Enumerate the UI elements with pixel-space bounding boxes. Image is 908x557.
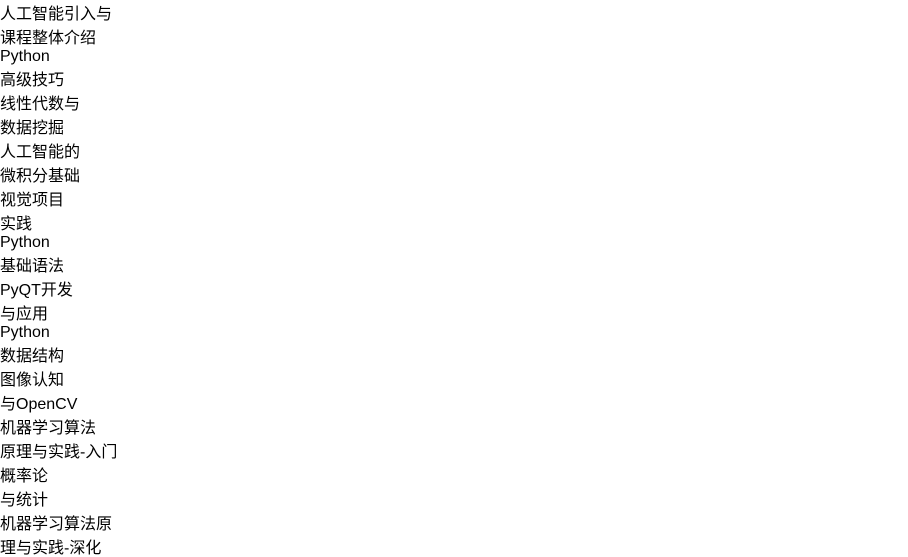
course-label-ai-calculus: 人工智能的微积分基础 xyxy=(0,138,908,186)
label-line: 理与实践-深化 xyxy=(0,540,102,557)
course-label-pyqt-dev: PyQT开发 与应用 xyxy=(0,276,908,324)
label-line: 原理与实践-入门 xyxy=(0,444,118,461)
label-line: 基础语法 xyxy=(0,258,65,275)
label-line: 人工智能引入与 xyxy=(0,6,113,23)
label-line: 视觉项目 xyxy=(0,192,65,209)
label-line: Python xyxy=(0,48,50,65)
course-label-python-basics: Python 基础语法 xyxy=(0,234,908,276)
label-line: 与统计 xyxy=(0,492,49,509)
label-line: 与OpenCV xyxy=(0,396,78,413)
label-line: 高级技巧 xyxy=(0,72,65,89)
roadmap-panel xyxy=(12,40,908,518)
label-line: 人工智能的 xyxy=(0,144,81,161)
course-label-linear-algebra: 线性代数与 数据挖掘 xyxy=(0,90,908,138)
course-label-ml-practice-intro: 机器学习算法原理与实践-入门 xyxy=(0,414,908,462)
label-line: 机器学习算法原 xyxy=(0,516,113,533)
label-line: 与应用 xyxy=(0,306,49,323)
label-line: 概率论 xyxy=(0,468,49,485)
course-label-python-data-struct: Python 数据结构 xyxy=(0,324,908,366)
course-label-ml-practice-advanced: 机器学习算法原 理与实践-深化 xyxy=(0,510,908,557)
label-line: 图像认知 xyxy=(0,372,65,389)
label-line: 线性代数与 xyxy=(0,96,81,113)
label-line: 微积分基础 xyxy=(0,168,81,185)
label-line: 课程整体介绍 xyxy=(0,30,97,47)
course-label-ai-course-intro: 人工智能引入与 课程整体介绍 xyxy=(0,0,908,48)
label-line: 数据结构 xyxy=(0,348,65,365)
label-line: 实践 xyxy=(0,216,33,233)
label-line: Python xyxy=(0,234,50,251)
label-line: Python xyxy=(0,324,50,341)
course-label-opencv: 图像认知与OpenCV xyxy=(0,366,908,414)
label-line: PyQT开发 xyxy=(0,282,73,299)
course-label-vision-project: 视觉项目 实践 xyxy=(0,186,908,234)
label-line: 数据挖掘 xyxy=(0,120,65,137)
label-line: 机器学习算法 xyxy=(0,420,97,437)
course-label-python-advanced: Python 高级技巧 xyxy=(0,48,908,90)
course-label-probability-stats: 概率论 与统计 xyxy=(0,462,908,510)
